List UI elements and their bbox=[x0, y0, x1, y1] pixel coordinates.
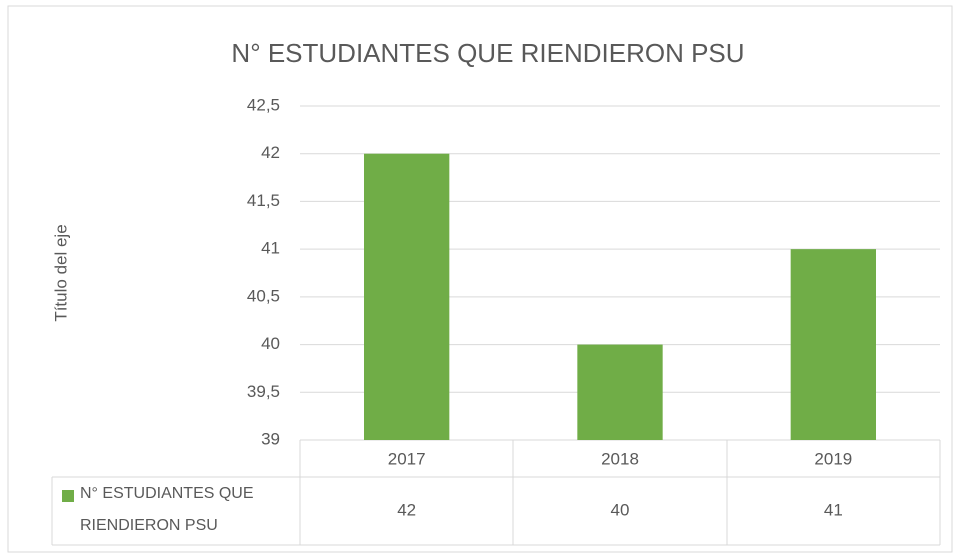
y-tick-label: 40,5 bbox=[247, 286, 280, 305]
bar bbox=[577, 344, 663, 440]
y-tick-label: 41 bbox=[261, 239, 280, 258]
y-axis-title: Título del eje bbox=[51, 224, 70, 321]
x-tick-label: 2018 bbox=[601, 449, 639, 468]
y-tick-label: 41,5 bbox=[247, 191, 280, 210]
y-tick-label: 39,5 bbox=[247, 382, 280, 401]
bar bbox=[364, 153, 450, 440]
x-tick-label: 2019 bbox=[814, 449, 852, 468]
y-tick-label: 42,5 bbox=[247, 95, 280, 114]
data-table-value: 40 bbox=[611, 500, 630, 519]
y-tick-label: 39 bbox=[261, 429, 280, 448]
legend-label: N° ESTUDIANTES QUE RIENDIERON PSU bbox=[80, 485, 254, 534]
chart-title: N° ESTUDIANTES QUE RIENDIERON PSU bbox=[231, 38, 744, 68]
data-table-value: 41 bbox=[824, 500, 843, 519]
data-table-value: 42 bbox=[397, 500, 416, 519]
y-tick-label: 42 bbox=[261, 143, 280, 162]
bar bbox=[790, 249, 876, 440]
x-tick-label: 2017 bbox=[388, 449, 426, 468]
y-tick-label: 40 bbox=[261, 334, 280, 353]
legend-swatch bbox=[62, 490, 74, 502]
